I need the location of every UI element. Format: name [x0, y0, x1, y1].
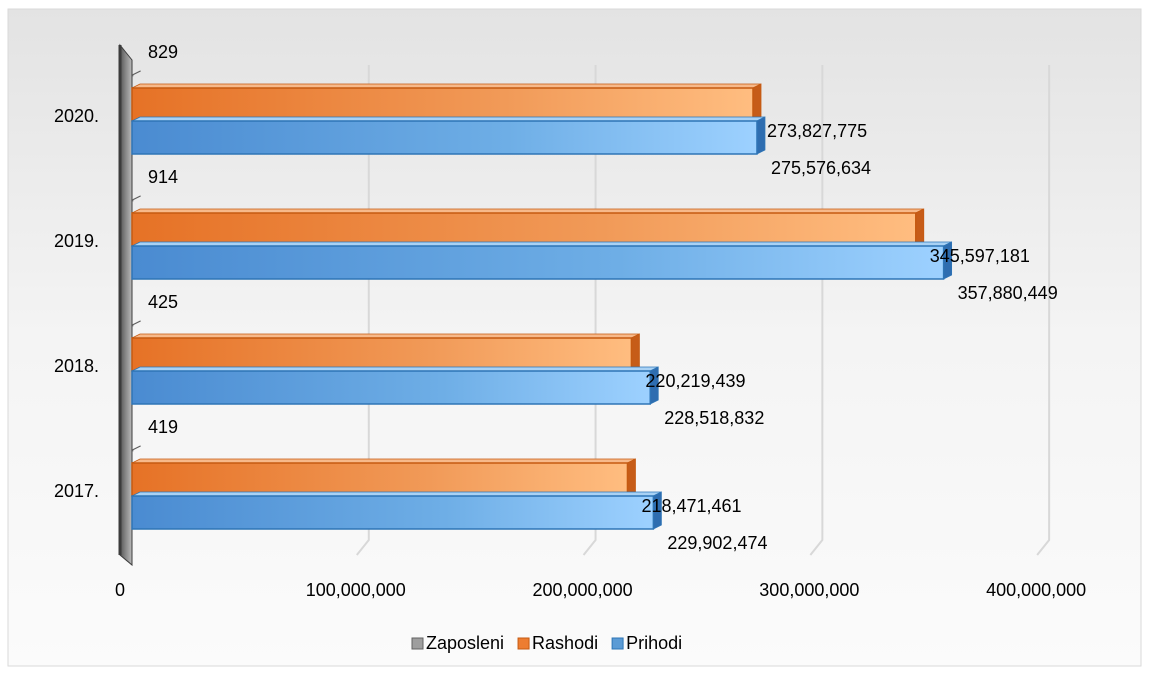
data-label: 425 [148, 292, 178, 312]
data-label: 275,576,634 [771, 158, 871, 178]
bar [131, 324, 134, 327]
value-labels: 419 218,471,461 229,902,474 425 220,219,439 2… [148, 42, 1058, 553]
bar [131, 449, 134, 452]
bar [131, 74, 134, 77]
data-label: 220,219,439 [645, 371, 745, 391]
bar-side [132, 445, 141, 451]
bar-side [627, 458, 636, 497]
x-tick-label: 0 [115, 580, 125, 600]
axis-wall [118, 43, 133, 567]
bar [131, 337, 633, 372]
bar-side [132, 195, 141, 201]
data-label: 273,827,775 [767, 121, 867, 141]
data-label: 345,597,181 [930, 246, 1030, 266]
data-label: 829 [148, 42, 178, 62]
legend-swatch [517, 637, 530, 650]
category-label: 2020. [54, 106, 99, 126]
bar-side [756, 116, 766, 155]
category-label: 2019. [54, 231, 99, 251]
data-label: 419 [148, 417, 178, 437]
bars [131, 70, 953, 530]
bar-side [915, 208, 925, 247]
bar [131, 199, 134, 202]
data-label: 357,880,449 [958, 283, 1058, 303]
legend: Zaposleni Rashodi Prihodi [411, 633, 682, 653]
x-tick-label: 200,000,000 [533, 580, 633, 600]
bar [131, 212, 917, 247]
legend-label: Rashodi [532, 633, 598, 653]
bar-side [752, 83, 762, 122]
data-label: 229,902,474 [667, 533, 767, 553]
bar [131, 120, 758, 155]
x-tick-label: 400,000,000 [986, 580, 1086, 600]
bar-side [132, 320, 141, 326]
bar-side [132, 70, 141, 76]
category-label: 2018. [54, 356, 99, 376]
data-label: 914 [148, 167, 178, 187]
bar [131, 462, 629, 497]
category-label: 2017. [54, 481, 99, 501]
bar [131, 370, 651, 405]
legend-swatch [611, 637, 624, 650]
bar [131, 87, 754, 122]
axis-wall-face [119, 43, 133, 567]
data-label: 218,471,461 [641, 496, 741, 516]
legend-label: Zaposleni [426, 633, 504, 653]
x-tick-label: 300,000,000 [759, 580, 859, 600]
bar [131, 245, 945, 280]
data-label: 228,518,832 [664, 408, 764, 428]
gridline [1036, 65, 1051, 556]
legend-swatch [411, 637, 424, 650]
bar [131, 495, 655, 530]
category-labels: 2017. 2018. 2019. 2020. [54, 106, 99, 501]
legend-label: Prihodi [626, 633, 682, 653]
x-tick-label: 100,000,000 [306, 580, 406, 600]
x-tick-labels: 0 100,000,000 200,000,000 300,000,000 400,00… [115, 580, 1086, 600]
bar-side [631, 333, 640, 372]
